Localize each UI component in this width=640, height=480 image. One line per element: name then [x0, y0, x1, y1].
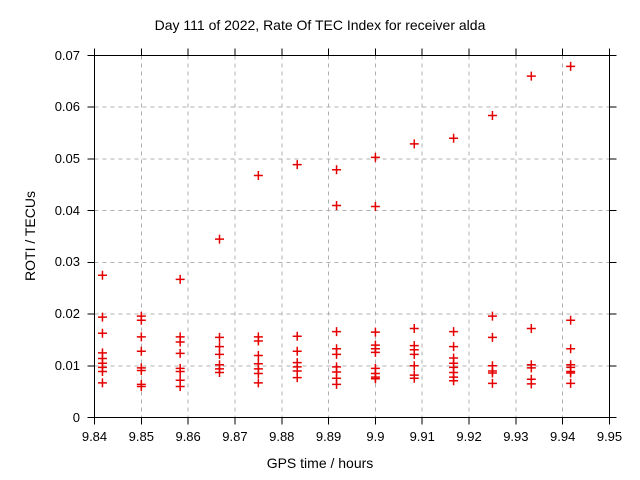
data-point-marker: [136, 315, 146, 325]
x-tick-label: 9.93: [503, 429, 529, 444]
data-point-marker: [526, 324, 536, 334]
x-tick-label: 9.87: [222, 429, 248, 444]
data-point-marker: [566, 344, 576, 354]
data-point-marker: [449, 327, 459, 337]
data-point-marker: [136, 346, 146, 356]
data-point-marker: [215, 342, 225, 352]
gridlines: [94, 55, 610, 418]
data-point-marker: [332, 327, 342, 337]
data-point-marker: [175, 348, 185, 358]
data-point-marker: [370, 202, 380, 212]
data-point-marker: [449, 342, 459, 352]
data-point-marker: [292, 373, 302, 383]
data-point-marker: [253, 170, 263, 180]
x-tick-label: 9.88: [269, 429, 295, 444]
data-point-marker: [487, 311, 497, 321]
y-tick-label: 0.07: [54, 47, 80, 63]
x-tick-label: 9.92: [456, 429, 482, 444]
data-point-marker: [253, 350, 263, 360]
axis-ticks: [87, 48, 617, 425]
data-point-marker: [370, 152, 380, 162]
data-point-marker: [487, 110, 497, 120]
chart-title: Day 111 of 2022, Rate Of TEC Index for r…: [154, 17, 486, 33]
data-point-marker: [253, 336, 263, 346]
y-tick-label: 0.04: [54, 202, 80, 218]
data-point-marker: [409, 349, 419, 359]
data-point-marker: [292, 331, 302, 341]
plot-border: [94, 55, 610, 418]
x-tick-label: 9.91: [409, 429, 435, 444]
data-point-marker: [566, 368, 576, 378]
y-tick-label: 0.01: [54, 357, 80, 373]
data-point-marker: [175, 337, 185, 347]
data-point-marker: [449, 133, 459, 143]
data-point-marker: [487, 332, 497, 342]
x-tick-label: 9.89: [315, 429, 342, 444]
x-tick-label: 9.85: [128, 429, 154, 444]
data-point-marker: [566, 378, 576, 388]
y-tick-label: 0.03: [54, 254, 80, 270]
data-point-marker: [566, 61, 576, 71]
data-point-marker: [449, 376, 459, 386]
data-point-marker: [215, 332, 225, 342]
y-tick-label: 0.02: [54, 306, 80, 322]
data-point-marker: [526, 379, 536, 389]
data-point-marker: [332, 349, 342, 359]
data-point-marker: [253, 369, 263, 379]
data-point-marker: [253, 378, 263, 388]
data-point-marker: [97, 328, 107, 338]
x-axis-label: GPS time / hours: [266, 455, 374, 471]
data-point-marker: [215, 349, 225, 359]
data-point-marker: [175, 274, 185, 284]
data-point-marker: [526, 363, 536, 373]
data-point-marker: [370, 347, 380, 357]
data-point-marker: [409, 139, 419, 149]
data-point-marker: [332, 165, 342, 175]
data-point-marker: [136, 365, 146, 375]
data-point-marker: [566, 315, 576, 325]
data-point-marker: [487, 368, 497, 378]
data-point-marker: [97, 366, 107, 376]
data-point-marker: [526, 71, 536, 81]
data-point-marker: [97, 312, 107, 322]
x-tick-label: 9.84: [81, 429, 108, 444]
data-point-marker: [215, 368, 225, 378]
data-point-marker: [409, 324, 419, 334]
y-tick-label: 0: [72, 409, 80, 425]
data-point-marker: [97, 270, 107, 280]
data-point-marker: [332, 379, 342, 389]
data-point-marker: [370, 327, 380, 337]
data-point-marker: [175, 366, 185, 376]
data-point-marker: [409, 361, 419, 371]
y-tick-label: 0.06: [54, 99, 80, 115]
data-point-marker: [370, 374, 380, 384]
x-tick-label: 9.86: [175, 429, 201, 444]
data-point-marker: [409, 373, 419, 383]
data-point-marker: [175, 381, 185, 391]
x-tick-label: 9.9: [366, 429, 385, 444]
data-point-marker: [97, 378, 107, 388]
data-point-marker: [292, 346, 302, 356]
data-point-marker: [292, 160, 302, 170]
data-point-marker: [487, 378, 497, 388]
data-point-marker: [136, 332, 146, 342]
x-tick-label: 9.95: [596, 429, 623, 444]
data-point-marker: [332, 200, 342, 210]
data-point-marker: [215, 234, 225, 244]
y-tick-label: 0.05: [54, 150, 80, 166]
data-point-marker: [136, 381, 146, 391]
data-points: [97, 61, 576, 391]
x-tick-label: 9.94: [550, 429, 576, 444]
